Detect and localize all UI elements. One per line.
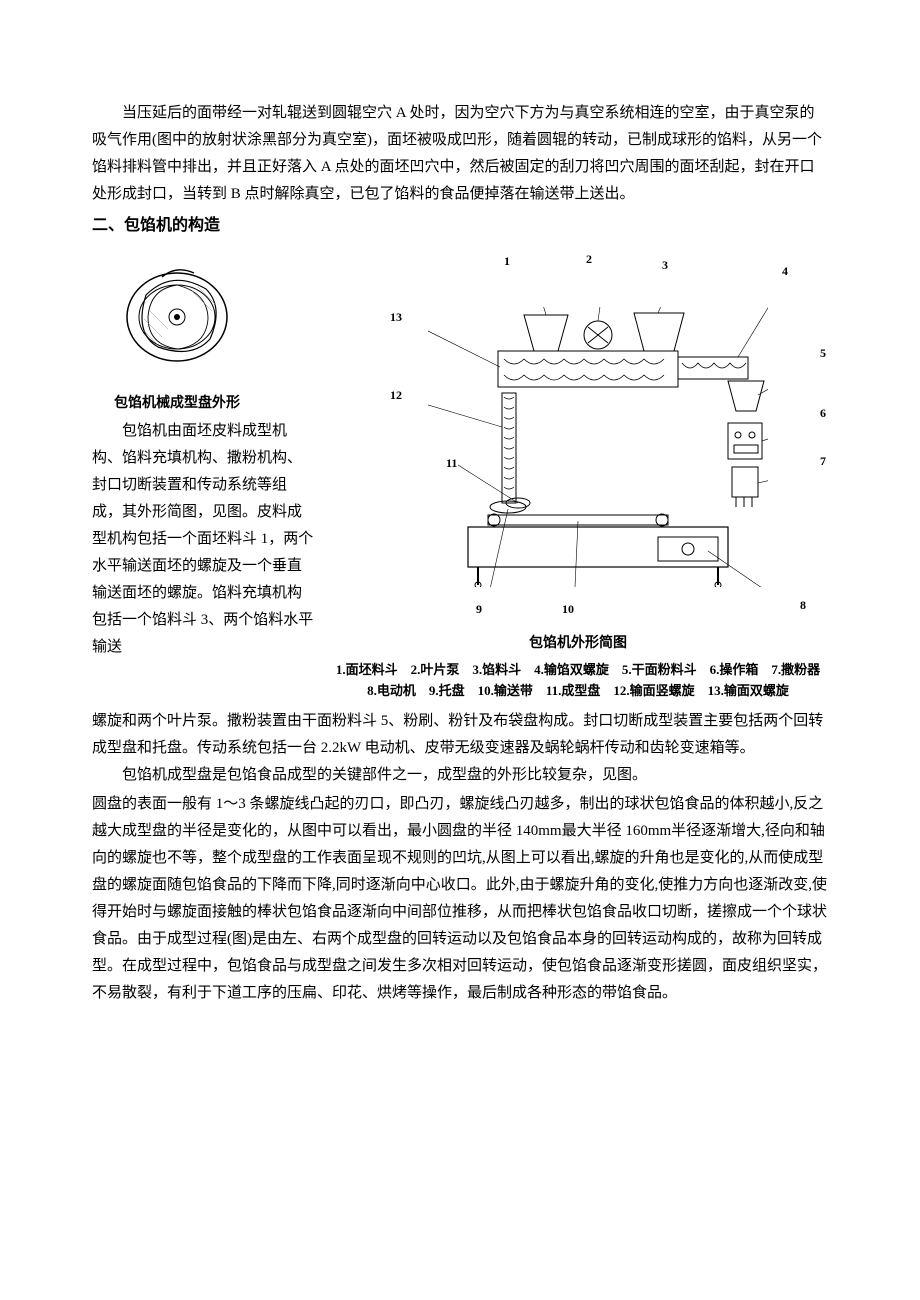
machine-svg	[428, 307, 768, 587]
after-clear-para: 螺旋和两个叶片泵。撒粉装置由干面粉料斗 5、粉刷、粉针及布袋盘构成。封口切断成型…	[92, 708, 828, 762]
label-13: 13	[390, 307, 402, 329]
label-9: 9	[476, 599, 482, 621]
forming-disc-figure	[102, 247, 252, 387]
label-5: 5	[820, 343, 826, 365]
label-12: 12	[390, 385, 402, 407]
intro-paragraph: 当压延后的面带经一对轧辊送到圆辊空穴 A 处时，因为空穴下方为与真空系统相连的空…	[92, 100, 828, 208]
machine-diagram: 1 2 3 4 5 6 7 8 9 10 11 12 13	[328, 247, 828, 627]
forming-disc-figure-block: 包馅机械成型盘外形	[92, 247, 262, 416]
machine-figure-block: 1 2 3 4 5 6 7 8 9 10 11 12 13	[328, 247, 828, 702]
machine-legend-2: 8.电动机 9.托盘 10.输送带 11.成型盘 12.输面竖螺旋 13.输面双…	[328, 681, 828, 702]
forming-disc-caption: 包馅机械成型盘外形	[92, 391, 262, 416]
para-forming-disc: 包馅机成型盘是包馅食品成型的关键部件之一，成型盘的外形比较复杂，见图。	[92, 762, 828, 789]
para-detail: 圆盘的表面一般有 1～3 条螺旋线凸起的刃口，即凸刃，螺旋线凸刃越多，制出的球状…	[92, 791, 828, 1007]
label-8: 8	[800, 595, 806, 617]
label-7: 7	[820, 451, 826, 473]
label-10: 10	[562, 599, 574, 621]
label-4: 4	[782, 261, 788, 283]
label-6: 6	[820, 403, 826, 425]
label-2: 2	[586, 249, 592, 271]
section-heading: 二、包馅机的构造	[92, 212, 828, 241]
machine-caption: 包馅机外形简图	[328, 631, 828, 656]
machine-legend-1: 1.面坯料斗 2.叶片泵 3.馅料斗 4.输馅双螺旋 5.干面粉料斗 6.操作箱…	[328, 660, 828, 681]
forming-disc-svg	[122, 259, 232, 369]
label-3: 3	[662, 255, 668, 277]
machine-figure: 1 2 3 4 5 6 7 8 9 10 11 12 13	[328, 247, 828, 702]
label-1: 1	[504, 251, 510, 273]
